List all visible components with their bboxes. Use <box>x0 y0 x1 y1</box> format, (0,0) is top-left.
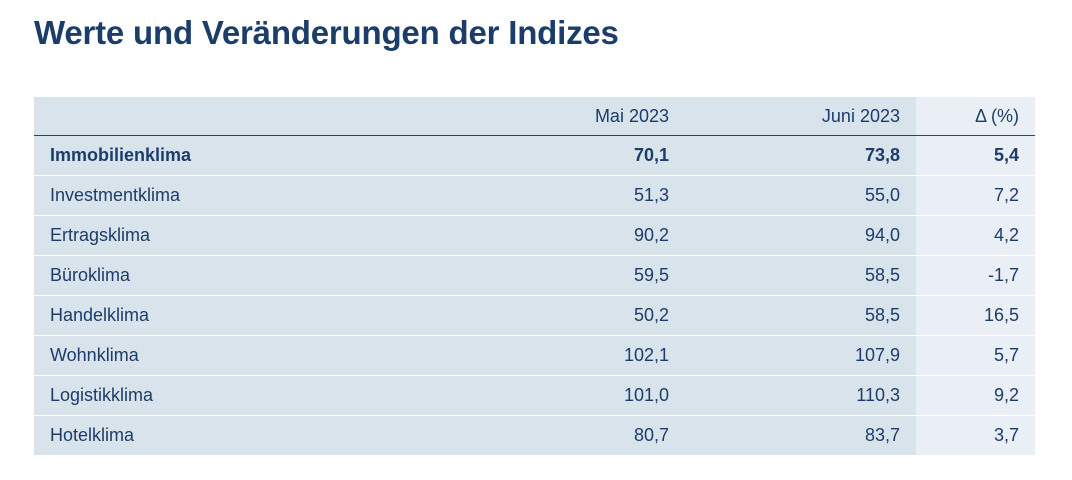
header-juni-2023: Juni 2023 <box>685 97 916 136</box>
index-table: Mai 2023 Juni 2023 Δ (%) Immobilienklima… <box>34 97 1035 455</box>
table-row: Immobilienklima 70,1 73,8 5,4 <box>34 135 1035 176</box>
value-mai: 50,2 <box>455 295 685 336</box>
value-mai: 102,1 <box>455 335 685 376</box>
row-label: Handelklima <box>34 295 455 336</box>
value-delta: -1,7 <box>916 255 1035 296</box>
table-row: Hotelklima 80,7 83,7 3,7 <box>34 415 1035 455</box>
row-label: Logistikklima <box>34 375 455 416</box>
value-mai: 101,0 <box>455 375 685 416</box>
value-juni: 94,0 <box>685 215 916 256</box>
table-row: Logistikklima 101,0 110,3 9,2 <box>34 375 1035 416</box>
row-label: Investmentklima <box>34 175 455 216</box>
header-delta-percent: Δ (%) <box>916 97 1035 136</box>
value-mai: 80,7 <box>455 415 685 455</box>
row-label: Immobilienklima <box>34 135 455 176</box>
value-delta: 7,2 <box>916 175 1035 216</box>
value-delta: 5,4 <box>916 135 1035 176</box>
row-label: Büroklima <box>34 255 455 296</box>
value-juni: 73,8 <box>685 135 916 176</box>
table-row: Investmentklima 51,3 55,0 7,2 <box>34 175 1035 216</box>
table-header-row: Mai 2023 Juni 2023 Δ (%) <box>34 97 1035 136</box>
header-index <box>34 97 455 136</box>
value-delta: 5,7 <box>916 335 1035 376</box>
value-mai: 59,5 <box>455 255 685 296</box>
row-label: Ertragsklima <box>34 215 455 256</box>
value-juni: 55,0 <box>685 175 916 216</box>
value-juni: 83,7 <box>685 415 916 455</box>
value-delta: 4,2 <box>916 215 1035 256</box>
page-title: Werte und Veränderungen der Indizes <box>34 14 619 51</box>
row-label: Wohnklima <box>34 335 455 376</box>
value-delta: 16,5 <box>916 295 1035 336</box>
table-row: Ertragsklima 90,2 94,0 4,2 <box>34 215 1035 256</box>
value-mai: 51,3 <box>455 175 685 216</box>
value-delta: 3,7 <box>916 415 1035 455</box>
table-row: Handelklima 50,2 58,5 16,5 <box>34 295 1035 336</box>
value-juni: 58,5 <box>685 295 916 336</box>
value-mai: 70,1 <box>455 135 685 176</box>
value-mai: 90,2 <box>455 215 685 256</box>
value-juni: 58,5 <box>685 255 916 296</box>
table-row: Büroklima 59,5 58,5 -1,7 <box>34 255 1035 296</box>
value-juni: 110,3 <box>685 375 916 416</box>
table-row: Wohnklima 102,1 107,9 5,7 <box>34 335 1035 376</box>
value-delta: 9,2 <box>916 375 1035 416</box>
value-juni: 107,9 <box>685 335 916 376</box>
row-label: Hotelklima <box>34 415 455 455</box>
header-mai-2023: Mai 2023 <box>455 97 685 136</box>
